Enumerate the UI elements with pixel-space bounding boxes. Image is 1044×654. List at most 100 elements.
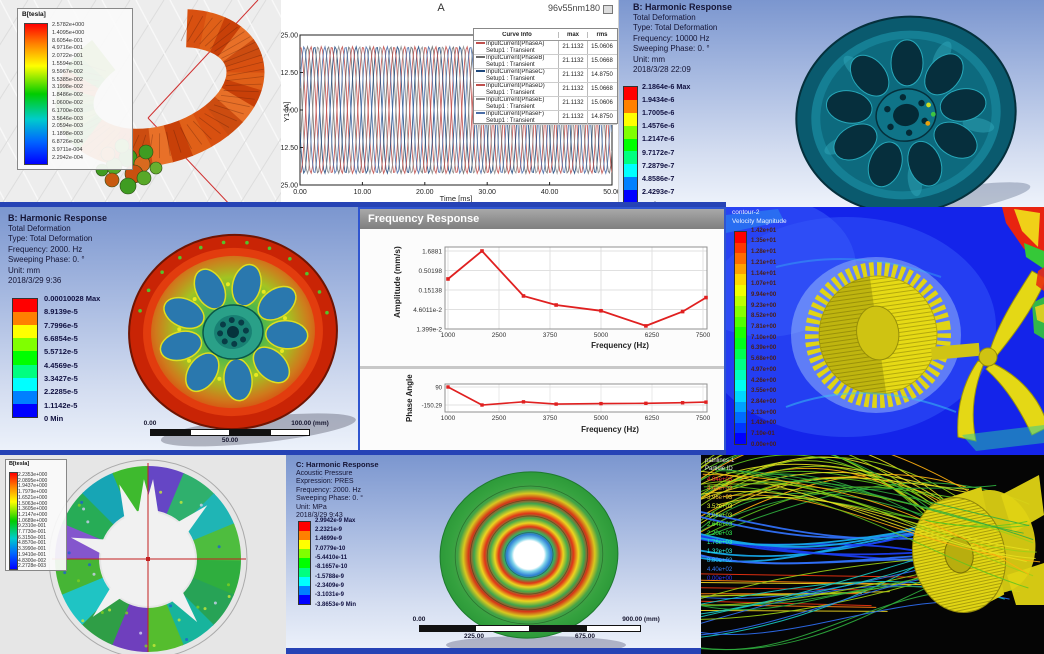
- colorbar-label: 1.7005e-6: [642, 108, 675, 118]
- curve-row: InputCurrent(PhaseC) Setup1 : Transient 21…: [474, 69, 617, 83]
- marker-dot: [217, 376, 222, 381]
- result-info-block: B: Harmonic Response Total Deformation Ty…: [8, 213, 107, 287]
- colorbar-label: 7.2879e-7: [642, 160, 675, 170]
- curve-name-line: InputCurrent(PhaseB): [476, 55, 558, 62]
- field-ring-segment: [61, 576, 114, 625]
- colorbar-band: [735, 380, 746, 391]
- field-ring-segment: [55, 521, 104, 560]
- ruler-segment: [190, 429, 230, 436]
- field-speckle: [92, 572, 96, 576]
- maximize-icon[interactable]: [603, 5, 613, 14]
- bolt-hole: [240, 336, 247, 343]
- flux-notch: [138, 479, 153, 514]
- field-speckle: [88, 563, 92, 567]
- fan-hub: [978, 347, 998, 367]
- x-tick: 5000: [594, 415, 609, 422]
- colorbar-strip: [623, 86, 638, 204]
- legend-value: 2.0594e-003: [52, 123, 83, 130]
- curve-setup-line: Setup1 : Transient: [486, 75, 535, 82]
- curve-color-sample: [476, 112, 485, 115]
- blade: [1007, 563, 1044, 605]
- colorbar-band: [624, 164, 637, 178]
- bolt-hole: [884, 105, 891, 113]
- field-ring-segment: [62, 492, 115, 542]
- curve-row: InputCurrent(PhaseD) Setup1 : Transient 21…: [474, 83, 617, 97]
- field-speckle: [159, 490, 163, 494]
- curve-max-cell: 21.1132: [559, 55, 588, 68]
- info-line: Frequency: 10000 Hz: [633, 33, 710, 43]
- colorbar-label: 4.26e+00: [751, 377, 777, 384]
- legend-value: 9.2310e-001: [18, 523, 47, 530]
- curve-rms-cell: 14.8750: [591, 114, 613, 120]
- colorbar-band: [299, 585, 310, 595]
- curve-name-cell: InputCurrent(PhaseD) Setup1 : Transient: [474, 83, 559, 96]
- design-label: 96v55nm180: [547, 3, 600, 13]
- lightening-hole: [933, 121, 978, 159]
- colorbar-band: [735, 412, 746, 423]
- result-info-block: C: Harmonic Response Acoustic Pressure Ex…: [296, 460, 379, 521]
- streamline: [701, 473, 967, 533]
- hub-bore: [227, 326, 239, 338]
- streamline: [702, 473, 1030, 575]
- marker-dot: [192, 297, 197, 302]
- colorbar-label: 2.2321e-9: [315, 527, 343, 534]
- curve-name-cell: InputCurrent(PhaseE) Setup1 : Transient: [474, 97, 559, 110]
- disk-rings: [439, 471, 619, 639]
- lightening-hole: [907, 140, 943, 187]
- flux-notch: [119, 484, 139, 519]
- flux-notch: [92, 587, 122, 617]
- hotspot: [930, 111, 936, 117]
- bolt-hole: [918, 99, 925, 107]
- curve-color-sample: [476, 84, 485, 87]
- window-separator: [0, 450, 726, 455]
- colorbar-band: [13, 338, 37, 352]
- colorbar-band: [735, 295, 746, 307]
- ruler-segment: [270, 429, 310, 436]
- colorbar-band: [624, 177, 637, 190]
- lamination-line: [223, 90, 259, 93]
- x-tick: 40.00: [541, 189, 559, 196]
- colorbar-label: 2.84e+00: [751, 398, 777, 405]
- lightening-hole: [939, 88, 987, 122]
- amp-y-tick: 1.6881: [422, 248, 442, 255]
- grid-line: [271, 0, 281, 19]
- field-speckle: [199, 503, 203, 507]
- bolt-hole: [231, 340, 238, 347]
- window-titlebar[interactable]: Frequency Response: [360, 209, 724, 229]
- lightening-hole: [833, 123, 878, 161]
- colorbar-label: 1.28e+01: [751, 249, 777, 256]
- gear-shading: [819, 276, 887, 394]
- x-tick: 1000: [441, 332, 456, 339]
- colorbar-band: [624, 125, 637, 139]
- colorbar-band: [13, 312, 37, 326]
- lightening-hole: [185, 352, 220, 393]
- data-marker: [644, 401, 648, 406]
- fan: [957, 270, 1044, 442]
- pathlines-legend-value: 4.84e+03: [707, 477, 733, 483]
- info-line: Expression: PRES: [296, 478, 354, 485]
- colorbar-label: 7.81e+00: [751, 324, 777, 330]
- pathlines-legend-name: pathlines-1: [705, 458, 735, 464]
- colorbar-band: [299, 558, 310, 568]
- panel-harmonic-2000hz: B: Harmonic Response Total Deformation Ty…: [0, 207, 358, 455]
- bolt-hole: [887, 123, 894, 131]
- field-legend: B[tesla] 2.5782e+000 1.4095e+000 8.6054e-0…: [17, 8, 133, 170]
- hub-bore: [893, 103, 919, 127]
- legend-value: 1.5594e-001: [52, 61, 83, 67]
- legend-value: 1.7979e+000: [18, 489, 48, 496]
- curve-rows: InputCurrent(PhaseA) Setup1 : Transient 21…: [474, 41, 617, 125]
- lamination-line: [192, 120, 212, 140]
- colorbar-band: [735, 422, 746, 434]
- pathlines-legend-value: 1.32e+03: [707, 549, 733, 555]
- legend-value: 4.8570e-001: [18, 540, 47, 547]
- colorbar-label: 2.4293e-7: [642, 186, 675, 196]
- curve-max-cell: 21.1132: [559, 97, 588, 110]
- colorbar-band: [735, 232, 746, 243]
- pathlines-legend-value: 2.64e+03: [707, 522, 733, 528]
- data-marker: [704, 400, 708, 404]
- fan-blade: [987, 270, 1044, 360]
- info-line: Unit: MPa: [296, 503, 327, 511]
- x-tick: 0.00: [293, 189, 307, 196]
- field-ring-segment: [181, 576, 234, 626]
- field-speckle: [81, 619, 85, 623]
